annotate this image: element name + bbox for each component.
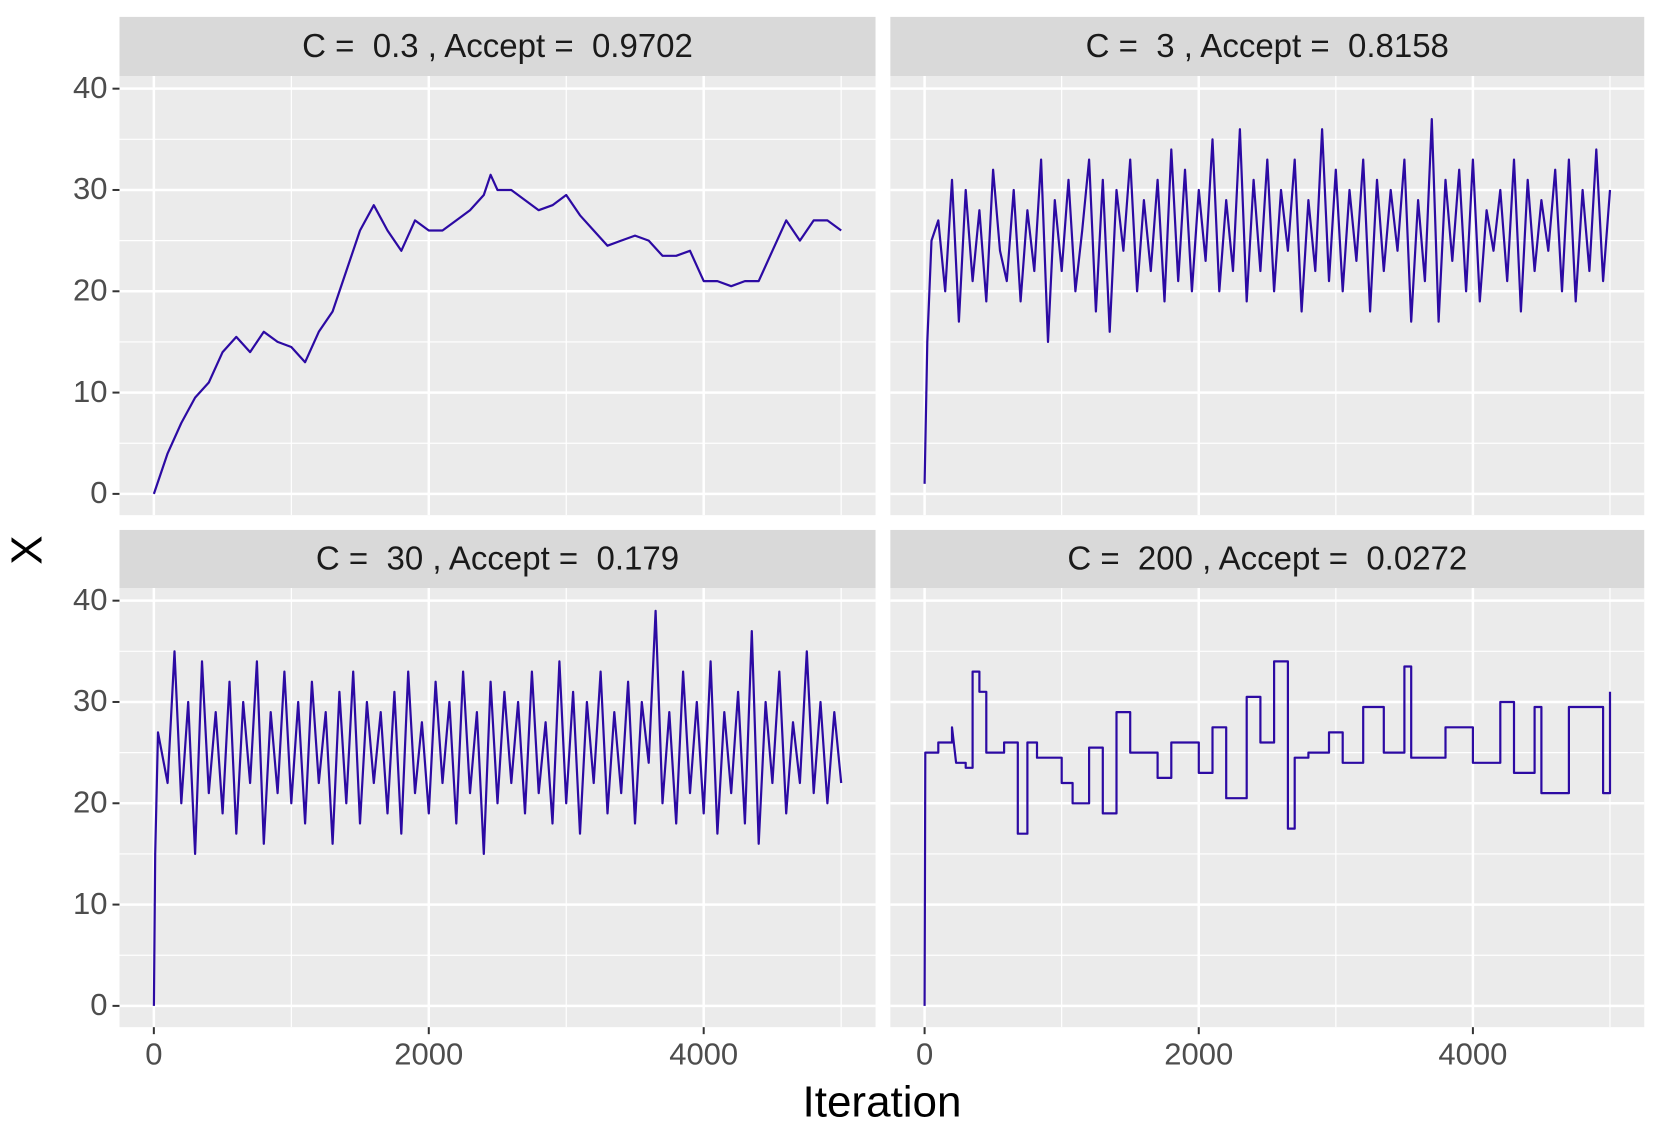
x-tick-label: 4000: [1438, 1036, 1507, 1071]
strip: [119, 529, 876, 589]
strip: [890, 529, 1645, 589]
y-tick-label: 40: [73, 70, 107, 105]
y-tick-label: 40: [73, 582, 107, 617]
panel: [119, 588, 876, 1028]
y-tick-label: 10: [73, 886, 107, 921]
trace-line: [923, 660, 1612, 1006]
trace-line: [923, 118, 1612, 484]
panel: [119, 76, 876, 516]
trace-line: [152, 173, 842, 495]
y-tick-label: 20: [73, 784, 107, 819]
strip-label: C = 200 , Accept = 0.0272: [1067, 540, 1467, 577]
panel: [890, 76, 1645, 516]
strip: [890, 16, 1645, 77]
strip-label: C = 3 , Accept = 0.8158: [1086, 27, 1449, 64]
x-tick-label: 4000: [669, 1036, 738, 1071]
y-axis-title: X: [3, 535, 52, 564]
strip-label: C = 30 , Accept = 0.179: [316, 540, 679, 577]
x-tick-label: 2000: [1164, 1036, 1233, 1071]
y-tick-label: 20: [73, 272, 107, 307]
x-axis-title: Iteration: [803, 1078, 962, 1127]
trace-line: [152, 609, 843, 1006]
strip-label: C = 0.3 , Accept = 0.9702: [302, 27, 693, 64]
y-tick-label: 10: [73, 374, 107, 409]
panel: [890, 588, 1645, 1028]
x-tick-label: 0: [145, 1036, 162, 1071]
x-tick-label: 2000: [394, 1036, 463, 1071]
strip: [119, 16, 876, 77]
y-tick-label: 30: [73, 171, 107, 206]
y-tick-label: 0: [90, 475, 107, 510]
y-tick-label: 30: [73, 683, 107, 718]
x-tick-label: 0: [916, 1036, 933, 1071]
y-tick-label: 0: [90, 987, 107, 1022]
